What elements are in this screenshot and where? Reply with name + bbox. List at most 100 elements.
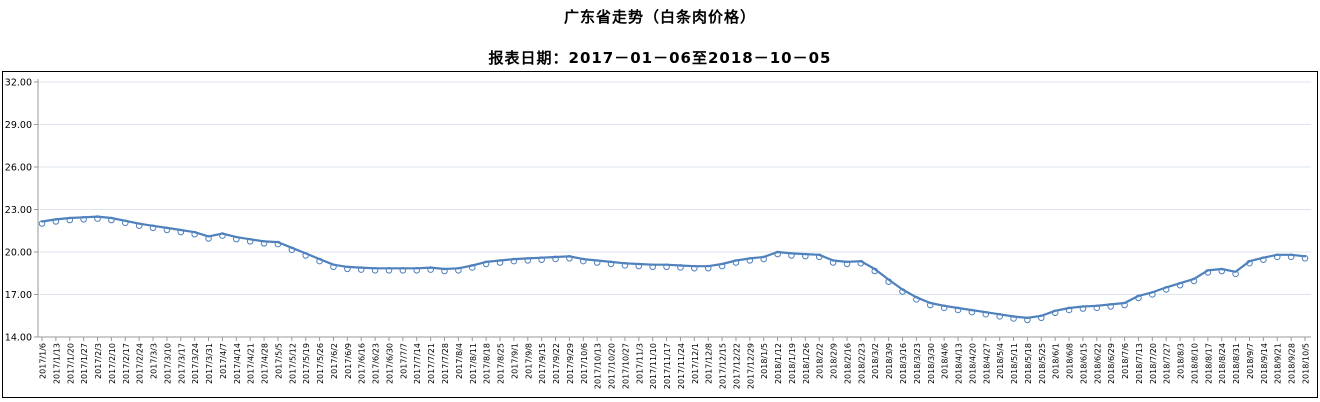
x-tick-label: 2018/1/12 xyxy=(774,343,783,384)
x-tick-label: 2017/11/3 xyxy=(635,343,644,384)
price-line-series xyxy=(40,215,1307,319)
x-tick-label: 2018/5/11 xyxy=(1010,343,1019,384)
x-tick-label: 2018/7/27 xyxy=(1163,343,1172,384)
x-tick-label: 2017/10/20 xyxy=(608,343,617,389)
x-tick-label: 2017/9/22 xyxy=(552,343,561,384)
y-tick-label: 29.00 xyxy=(5,120,32,131)
x-tick-label: 2018/7/13 xyxy=(1135,343,1144,384)
x-tick-label: 2017/6/16 xyxy=(358,343,367,384)
x-tick-label: 2018/9/21 xyxy=(1274,343,1283,384)
x-tick-label: 2017/7/28 xyxy=(441,343,450,384)
x-tick-label: 2017/1/20 xyxy=(66,343,75,384)
y-tick-label: 14.00 xyxy=(5,333,32,344)
y-tick-label: 26.00 xyxy=(5,163,32,174)
x-tick-label: 2018/6/15 xyxy=(1079,343,1088,384)
x-tick-label: 2018/8/3 xyxy=(1177,343,1186,379)
y-tick-label: 32.00 xyxy=(5,78,32,89)
x-tick-label: 2017/12/8 xyxy=(705,343,714,384)
x-tick-label: 2017/12/1 xyxy=(691,343,700,384)
x-tick-label: 2018/3/30 xyxy=(927,343,936,384)
chart-svg: 14.00 17.00 20.00 23.00 26.00 29.00 32.00 2017/… xyxy=(5,78,1311,389)
x-tick-label: 2017/6/30 xyxy=(385,343,394,384)
x-tick-label: 2017/10/6 xyxy=(580,343,589,384)
page-title: 广东省走势（白条肉价格） xyxy=(563,8,756,26)
y-axis-ticks xyxy=(34,81,38,338)
x-tick-label: 2017/10/13 xyxy=(594,343,603,389)
x-tick-label: 2018/8/10 xyxy=(1190,343,1199,384)
x-tick-label: 2017/2/17 xyxy=(122,343,131,384)
x-tick-label: 2017/1/13 xyxy=(52,343,61,384)
x-tick-label: 2018/9/28 xyxy=(1288,343,1297,384)
x-tick-label: 2018/2/2 xyxy=(816,343,825,379)
x-tick-label: 2017/8/25 xyxy=(497,343,506,384)
x-tick-label: 2018/6/22 xyxy=(1093,343,1102,384)
x-tick-label: 2018/10/5 xyxy=(1302,343,1311,384)
x-tick-label: 2017/12/22 xyxy=(732,343,741,389)
x-tick-label: 2017/4/21 xyxy=(247,343,256,384)
x-tick-label: 2018/9/7 xyxy=(1246,343,1255,379)
x-tick-label: 2017/9/29 xyxy=(566,343,575,384)
y-tick-label: 20.00 xyxy=(5,248,32,259)
x-tick-label: 2017/9/15 xyxy=(538,343,547,384)
x-tick-label: 2018/5/18 xyxy=(1024,343,1033,384)
x-tick-label: 2018/6/1 xyxy=(1052,343,1061,379)
x-tick-label: 2018/1/19 xyxy=(788,343,797,384)
x-tick-label: 2017/3/10 xyxy=(163,343,172,384)
x-tick-label: 2017/3/17 xyxy=(177,343,186,384)
axes xyxy=(37,79,1311,338)
report-date-subtitle: 报表日期：2017－01－06至2018－10－05 xyxy=(488,49,832,67)
x-tick-label: 2017/4/7 xyxy=(219,343,228,379)
x-tick-label: 2018/6/8 xyxy=(1066,343,1075,379)
x-tick-label: 2017/3/31 xyxy=(205,343,214,384)
x-tick-label: 2017/8/4 xyxy=(455,343,464,379)
x-tick-label: 2018/3/9 xyxy=(885,343,894,379)
x-tick-label: 2017/11/17 xyxy=(663,343,672,389)
x-tick-label: 2018/8/17 xyxy=(1204,343,1213,384)
x-tick-label: 2018/7/6 xyxy=(1121,343,1130,379)
gridlines xyxy=(38,81,1311,295)
x-tick-label: 2018/3/23 xyxy=(913,343,922,384)
y-tick-label: 17.00 xyxy=(5,290,32,301)
x-axis-labels: 2017/1/6 2017/1/13 2017/1/20 2017/1/27 2017/… xyxy=(39,343,1311,389)
x-tick-label: 2018/4/20 xyxy=(968,343,977,384)
x-tick-label: 2018/2/16 xyxy=(843,343,852,384)
x-tick-label: 2018/1/5 xyxy=(760,343,769,379)
x-tick-label: 2018/4/13 xyxy=(955,343,964,384)
y-axis-labels: 14.00 17.00 20.00 23.00 26.00 29.00 32.00 xyxy=(5,78,32,344)
price-trend-chart: 14.00 17.00 20.00 23.00 26.00 29.00 32.00 2017/… xyxy=(2,71,1318,398)
x-tick-label: 2018/4/27 xyxy=(982,343,991,384)
x-tick-label: 2017/12/15 xyxy=(719,343,728,389)
data-point-markers xyxy=(38,215,1309,324)
x-tick-label: 2017/6/9 xyxy=(344,343,353,379)
x-tick-label: 2017/1/27 xyxy=(80,343,89,384)
x-tick-label: 2017/7/14 xyxy=(413,343,422,384)
x-tick-label: 2017/11/10 xyxy=(649,343,658,389)
x-tick-label: 2018/4/6 xyxy=(941,343,950,379)
x-tick-label: 2017/5/19 xyxy=(302,343,311,384)
x-tick-label: 2017/12/29 xyxy=(746,343,755,389)
x-tick-label: 2017/2/24 xyxy=(136,343,145,384)
x-tick-label: 2017/10/27 xyxy=(621,343,630,389)
x-tick-label: 2017/9/1 xyxy=(510,343,519,379)
x-tick-label: 2018/3/2 xyxy=(871,343,880,379)
x-tick-label: 2017/5/5 xyxy=(274,343,283,379)
x-tick-label: 2018/7/20 xyxy=(1149,343,1158,384)
x-tick-label: 2018/2/23 xyxy=(857,343,866,384)
x-tick-label: 2017/7/21 xyxy=(427,343,436,384)
x-tick-label: 2017/9/8 xyxy=(524,343,533,379)
x-axis-ticks xyxy=(41,337,1306,341)
x-tick-label: 2017/6/2 xyxy=(330,343,339,379)
y-tick-label: 23.00 xyxy=(5,205,32,216)
x-tick-label: 2017/5/12 xyxy=(288,343,297,384)
x-tick-label: 2017/4/28 xyxy=(261,343,270,384)
x-tick-label: 2018/1/26 xyxy=(802,343,811,384)
x-tick-label: 2017/3/3 xyxy=(150,343,159,379)
x-tick-label: 2017/2/10 xyxy=(108,343,117,384)
x-tick-label: 2018/2/9 xyxy=(830,343,839,379)
x-tick-label: 2017/6/23 xyxy=(372,343,381,384)
x-tick-label: 2017/4/14 xyxy=(233,343,242,384)
x-tick-label: 2018/3/16 xyxy=(899,343,908,384)
x-tick-label: 2018/6/29 xyxy=(1107,343,1116,384)
x-tick-label: 2018/8/31 xyxy=(1232,343,1241,384)
